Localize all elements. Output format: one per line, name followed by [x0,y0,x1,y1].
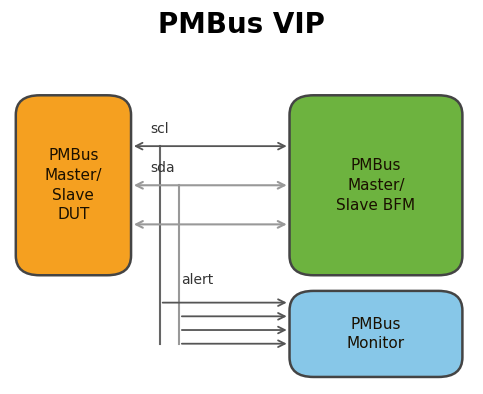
Text: sda: sda [150,162,175,175]
FancyBboxPatch shape [16,95,131,275]
FancyBboxPatch shape [289,291,462,377]
Text: PMBus
Master/
Slave
DUT: PMBus Master/ Slave DUT [44,148,102,223]
Text: PMBus
Master/
Slave BFM: PMBus Master/ Slave BFM [336,158,415,213]
Text: alert: alert [182,273,213,287]
FancyBboxPatch shape [289,95,462,275]
Text: PMBus
Monitor: PMBus Monitor [347,316,405,351]
Text: scl: scl [150,123,169,136]
Text: PMBus VIP: PMBus VIP [158,11,325,39]
